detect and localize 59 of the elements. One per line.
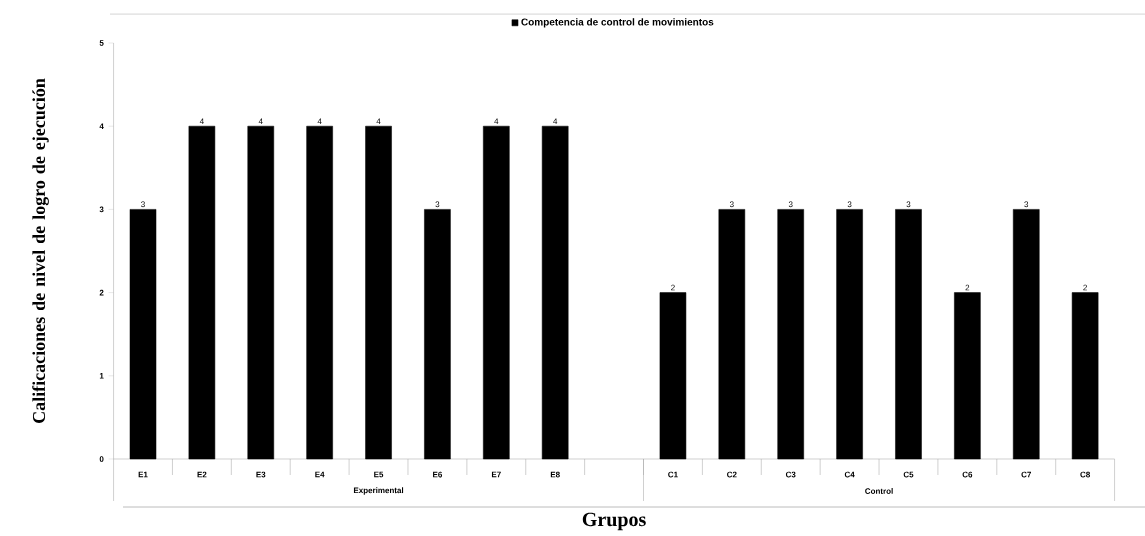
bar <box>365 125 392 460</box>
x-tick-label: E7 <box>491 471 501 478</box>
bar <box>188 125 216 460</box>
bar <box>247 125 275 460</box>
x-tick-label: E4 <box>315 471 325 478</box>
data-label: 3 <box>906 201 911 208</box>
bar <box>129 209 157 460</box>
y-axis-title: Calificaciones de nivel de logro de ejecución <box>32 78 49 423</box>
data-label: 2 <box>671 284 675 291</box>
data-label: 4 <box>199 118 204 124</box>
y-tick-label: 1 <box>99 373 104 379</box>
text: Control <box>865 488 893 494</box>
bar <box>777 209 804 460</box>
x-tick-label: C6 <box>962 471 973 478</box>
bar <box>954 292 981 460</box>
bar <box>1071 292 1099 460</box>
bar <box>483 125 510 460</box>
legend-label: Competencia de control de movimientos <box>521 18 714 28</box>
x-tick-label: E1 <box>138 471 148 478</box>
data-label: 2 <box>1083 284 1087 291</box>
data-label: 3 <box>435 201 440 208</box>
y-tick-label: 5 <box>99 40 104 46</box>
data-label: 3 <box>729 201 734 208</box>
x-tick-label: E2 <box>197 471 207 478</box>
data-label: 3 <box>847 201 852 208</box>
x-tick-label: C2 <box>727 471 737 478</box>
x-tick-label: C3 <box>785 471 796 478</box>
x-tick-label: E5 <box>374 471 384 478</box>
bar <box>1012 209 1040 460</box>
bar <box>836 209 863 460</box>
bar <box>306 125 333 460</box>
x-tick-label: E6 <box>433 471 443 478</box>
text: Experimental <box>353 487 404 495</box>
x-tick-label: C5 <box>903 471 914 478</box>
bar <box>659 292 687 460</box>
bar <box>895 209 922 460</box>
y-tick-label: 0 <box>99 456 104 462</box>
data-label: 3 <box>141 201 145 208</box>
data-label: 3 <box>1024 201 1029 208</box>
y-tick-label: 4 <box>99 123 104 129</box>
x-tick-label: C8 <box>1080 471 1090 478</box>
data-label: 4 <box>553 118 558 124</box>
bar <box>541 125 569 460</box>
data-label: 3 <box>788 201 793 208</box>
bar <box>424 209 451 460</box>
data-label: 4 <box>317 118 322 124</box>
data-label: 2 <box>965 284 970 291</box>
x-tick-label: E3 <box>256 471 266 478</box>
y-tick-label: 2 <box>99 289 104 296</box>
data-label: 4 <box>258 118 263 124</box>
x-tick-label: C7 <box>1021 471 1032 478</box>
data-label: 4 <box>376 118 381 124</box>
x-tick-label: E8 <box>550 471 560 478</box>
x-tick-label: C4 <box>844 471 855 478</box>
y-tick-label: 3 <box>99 206 104 213</box>
data-label: 4 <box>494 118 499 124</box>
x-tick-label: C1 <box>668 471 678 478</box>
x-axis-title: Grupos <box>582 512 646 531</box>
bar <box>718 209 746 460</box>
